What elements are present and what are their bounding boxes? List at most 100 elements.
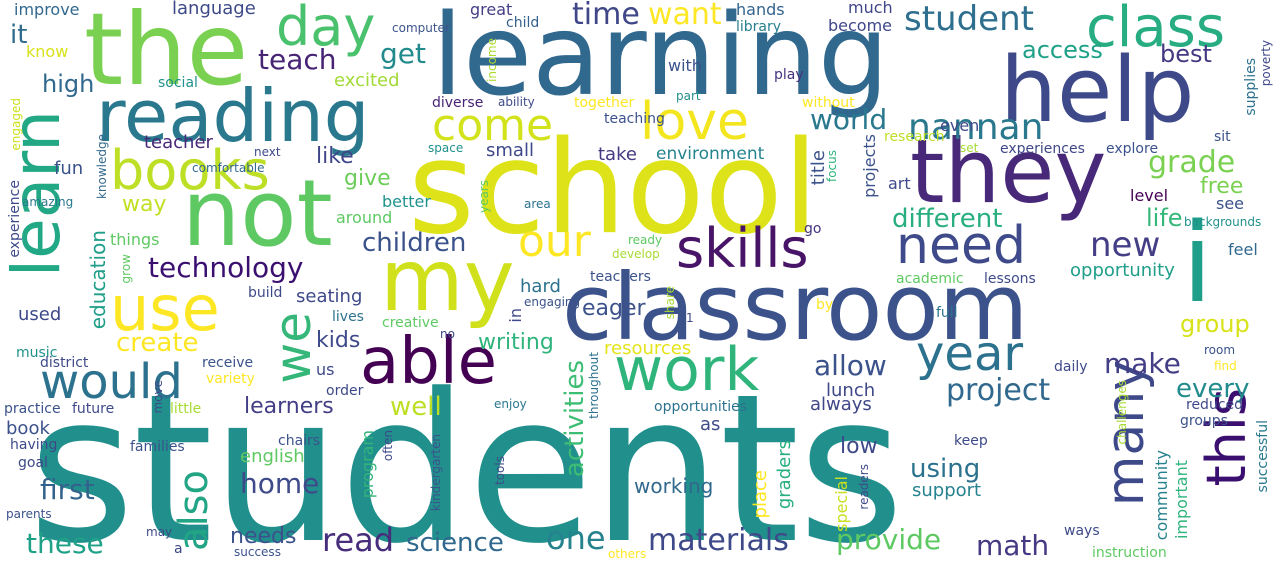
word-used: used xyxy=(18,304,62,325)
word-student: student xyxy=(904,0,1034,39)
word-better: better xyxy=(382,192,431,211)
word-environment: environment xyxy=(656,144,765,164)
word-even: even xyxy=(940,116,980,135)
word-engaging: engaging xyxy=(524,295,581,309)
word-free: free xyxy=(1200,174,1244,199)
word-writing: writing xyxy=(478,330,554,355)
word-share: share xyxy=(663,286,677,320)
word-sit: sit xyxy=(1214,129,1231,145)
word-teaching: teaching xyxy=(604,111,665,127)
word-home: home xyxy=(240,467,320,500)
word-life: life xyxy=(1146,204,1183,232)
word-child: child xyxy=(506,15,540,31)
word-tools: tools xyxy=(493,456,507,485)
word-order: order xyxy=(326,383,364,399)
word-new: new xyxy=(1090,225,1161,265)
word-needs: needs xyxy=(230,524,297,549)
word-small: small xyxy=(486,140,534,161)
word-make: make xyxy=(1104,347,1181,380)
word-no: no xyxy=(440,327,455,341)
word-room: room xyxy=(1204,343,1236,357)
word-us: us xyxy=(316,360,335,379)
word-chairs: chairs xyxy=(278,433,321,449)
word-go: go xyxy=(804,221,822,237)
word-give: give xyxy=(344,166,391,191)
word-goal: goal xyxy=(18,455,48,471)
word-materials: materials xyxy=(648,523,789,558)
word-classroom: classroom xyxy=(562,254,1029,361)
word-set: set xyxy=(960,141,979,155)
word-years: years xyxy=(477,180,491,214)
word-part: part xyxy=(676,89,701,103)
word-well: well xyxy=(390,392,442,422)
word-may: may xyxy=(146,525,173,539)
word-full: full xyxy=(936,305,958,321)
word-play: play xyxy=(774,67,804,83)
word-learning: learning xyxy=(432,0,889,121)
word-reduced: reduced xyxy=(1186,397,1244,413)
word-backgrounds: backgrounds xyxy=(1184,215,1262,229)
word-explore: explore xyxy=(1106,141,1159,157)
word-as: as xyxy=(700,414,721,435)
word-technology: technology xyxy=(148,251,304,284)
word-want: want xyxy=(648,0,722,32)
word-lessons: lessons xyxy=(984,271,1036,287)
word-teacher: teacher xyxy=(144,132,213,153)
word-using: using xyxy=(910,454,981,484)
word-our: our xyxy=(518,216,591,267)
word-we: we xyxy=(264,312,322,384)
word-resources: resources xyxy=(604,338,692,359)
word-book: book xyxy=(6,418,50,439)
word-together: together xyxy=(574,95,635,111)
word-one: one xyxy=(546,519,606,557)
word-keep: keep xyxy=(954,433,988,449)
word-computer: computer xyxy=(392,21,450,35)
word-allow: allow xyxy=(814,349,887,382)
word-research: research xyxy=(884,129,945,145)
word-love: love xyxy=(640,92,750,152)
word-build: build xyxy=(248,285,283,301)
word-future: future xyxy=(72,401,115,417)
word-school: school xyxy=(408,114,819,263)
word-eager: eager xyxy=(582,296,646,321)
word-space: space xyxy=(428,141,464,155)
word-also: also xyxy=(171,470,217,551)
word-see: see xyxy=(1216,194,1245,213)
word-area: area xyxy=(524,197,551,211)
word-experiences: experiences xyxy=(1000,141,1085,157)
word-with: with xyxy=(668,56,702,75)
word-use: use xyxy=(110,272,220,345)
word-art: art xyxy=(888,174,911,193)
word-by: by xyxy=(816,297,834,313)
word-hard: hard xyxy=(520,276,561,297)
word-high: high xyxy=(42,70,95,98)
word-these: these xyxy=(26,527,104,560)
word-parents: parents xyxy=(6,507,52,521)
word-academic: academic xyxy=(896,271,964,287)
word-projects: projects xyxy=(860,134,879,198)
word-students: students xyxy=(28,351,904,563)
word-hands: hands xyxy=(736,0,785,19)
word-lunch: lunch xyxy=(826,380,876,401)
word-reading: reading xyxy=(96,74,370,158)
word-poverty: poverty xyxy=(1259,40,1273,87)
word-enjoy: enjoy xyxy=(494,397,527,411)
word-variety: variety xyxy=(206,371,255,387)
word-support: support xyxy=(912,480,982,501)
word-important: important xyxy=(1172,460,1191,540)
word-skills: skills xyxy=(676,217,809,280)
word-improve: improve xyxy=(14,0,80,19)
word-lives: lives xyxy=(332,309,364,325)
word-knowledge: knowledge xyxy=(95,134,109,200)
word-nannan: nannan xyxy=(908,107,1044,148)
word-teachers: teachers xyxy=(590,269,651,285)
word-the: the xyxy=(84,0,249,108)
word-get: get xyxy=(380,37,426,70)
word-place: place xyxy=(750,470,771,519)
word-community: community xyxy=(1152,450,1171,541)
word-i: i xyxy=(1182,199,1213,327)
word-things: things xyxy=(110,230,160,249)
word-my: my xyxy=(380,231,515,331)
word-help: help xyxy=(1000,38,1195,143)
